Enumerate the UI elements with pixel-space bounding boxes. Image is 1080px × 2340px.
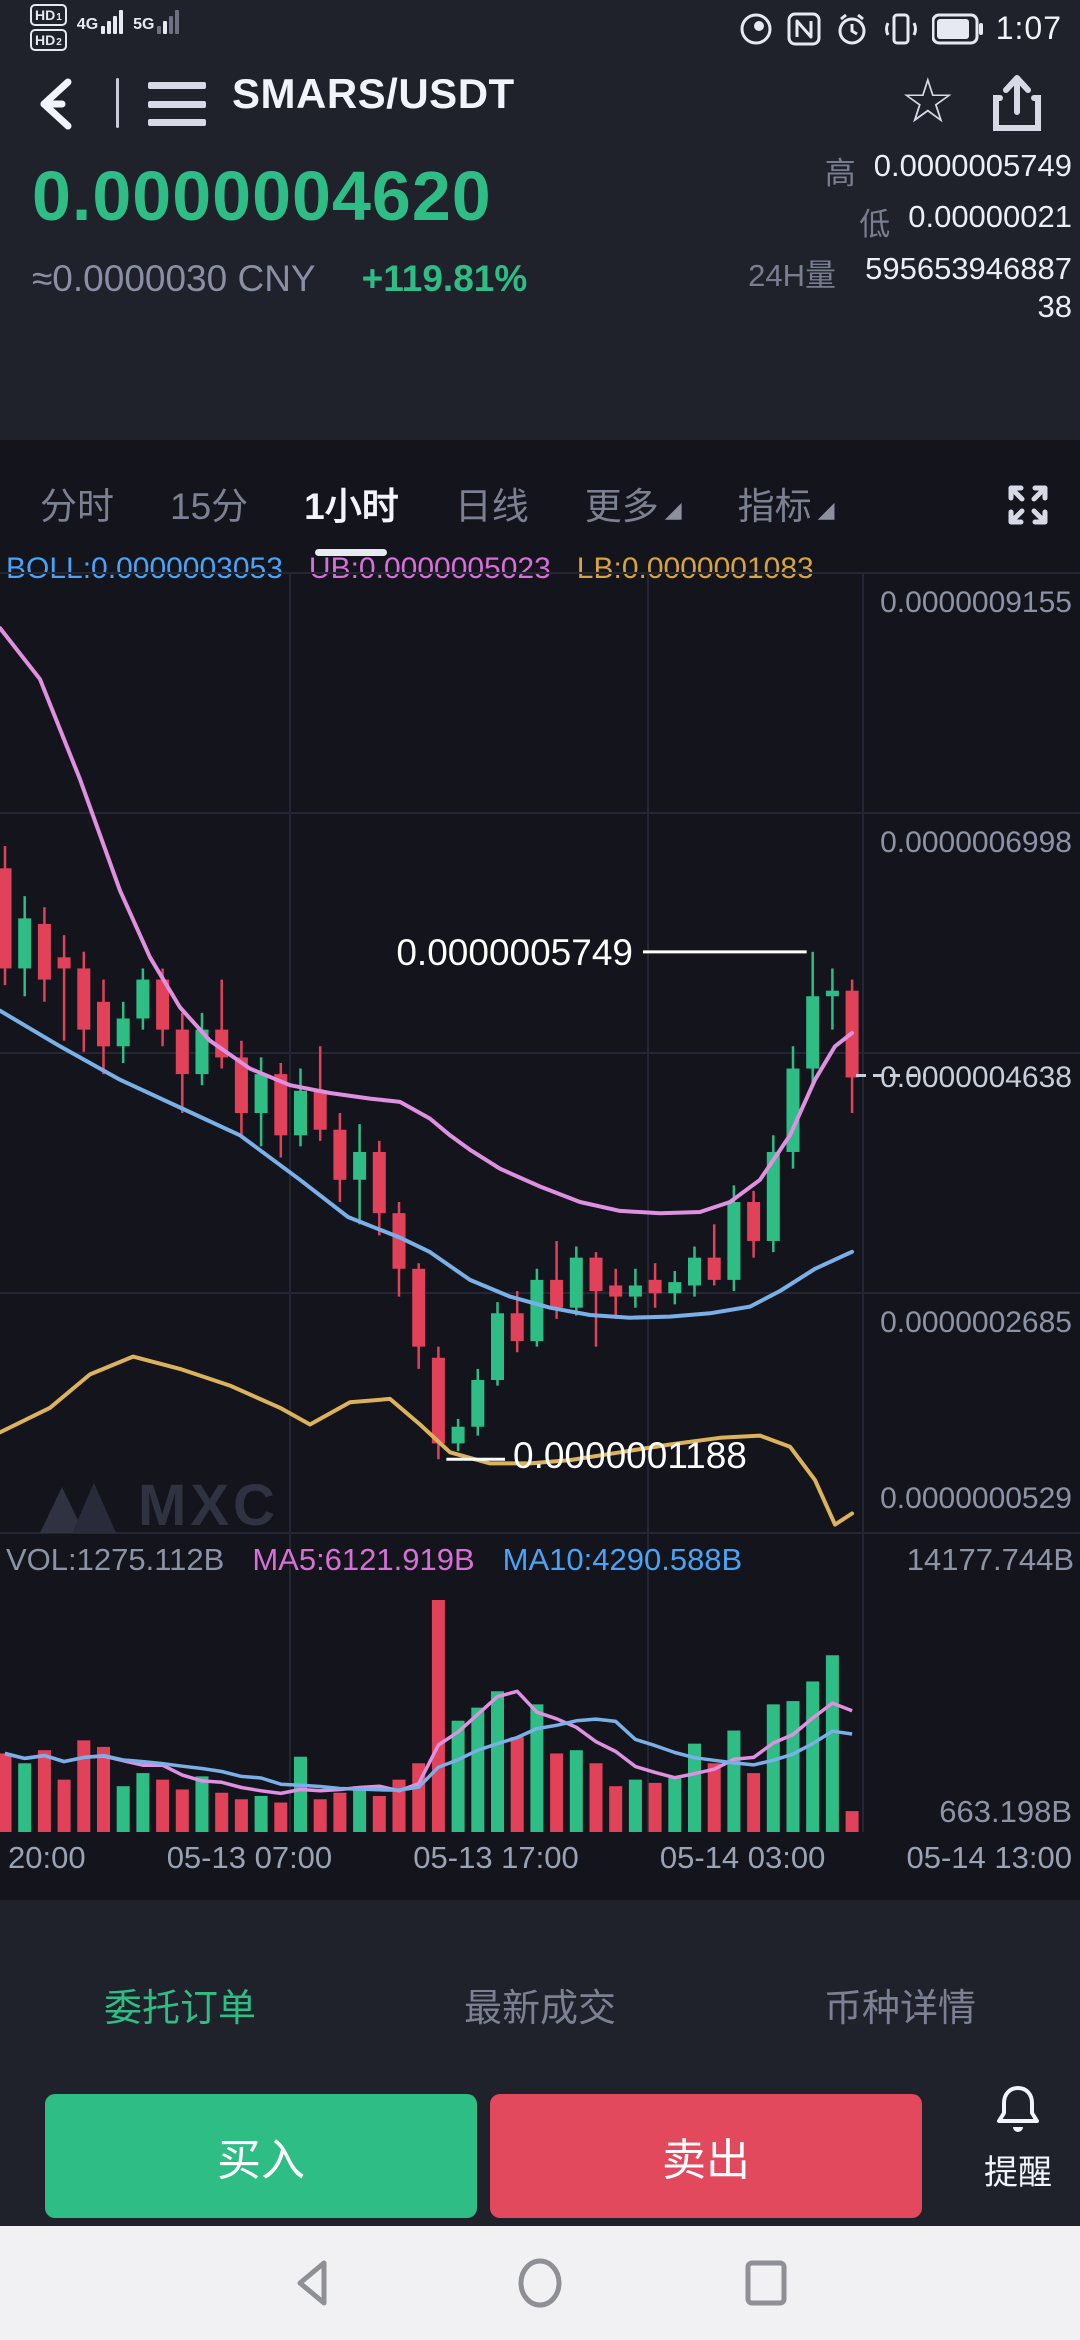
price-sub-row: ≈0.0000030 CNY +119.81% [32, 258, 527, 300]
candlestick-chart[interactable]: 0.0000009155 0.0000006998 0.0000002685 0… [0, 560, 1080, 1880]
y-axis-label-1: 0.0000009155 [880, 586, 1072, 619]
high-annotation: 0.0000005749 [396, 932, 633, 973]
hd2-badge: HD 2 [30, 29, 67, 51]
low-row: 低 0.00000021 [652, 199, 1072, 244]
x-label-3: 05-13 17:00 [413, 1840, 579, 1875]
dropdown-triangle-icon: ◢ [664, 497, 682, 522]
interval-tabs: 分时 15分 1小时 日线 更多 ◢ 指标 ◢ [0, 455, 1080, 556]
eye-comfort-icon [740, 13, 772, 44]
nav-back-icon[interactable] [286, 2255, 342, 2311]
current-price-label: 0.0000004638 [880, 1061, 1072, 1094]
boll-lb-label: LB:0.0000001083 [576, 552, 814, 585]
high-label: 高 [824, 156, 856, 191]
fullscreen-icon[interactable] [1002, 479, 1054, 531]
pair-title: SMARS/USDT [232, 70, 515, 117]
header-divider [116, 78, 119, 128]
buy-button[interactable]: 买入 [45, 2094, 477, 2218]
back-button[interactable] [28, 72, 92, 136]
status-left-cluster: HD 1 HD 2 4G 5G [30, 4, 180, 51]
status-right-cluster: 1:07 [738, 10, 1062, 47]
high-value: 0.0000005749 [873, 148, 1072, 183]
mxc-watermark: MXC [38, 1472, 279, 1539]
y-axis-label-3: 0.0000002685 [880, 1306, 1072, 1339]
y-axis-label-2: 0.0000006998 [880, 826, 1072, 859]
tab-daily[interactable]: 日线 [454, 486, 529, 527]
hd-badges: HD 1 HD 2 [30, 4, 67, 51]
trade-action-bar: 买入 卖出 提醒 [0, 2060, 1080, 2226]
tab-timeshare[interactable]: 分时 [40, 486, 114, 527]
vibrate-icon [884, 13, 917, 44]
battery-icon [931, 13, 983, 44]
y-axis-label-4: 0.0000000529 [880, 1482, 1072, 1515]
nfc-icon [787, 12, 821, 45]
vol-ma10-label: MA10:4290.588B [502, 1542, 743, 1577]
volume-label: 24H量 [748, 258, 836, 293]
low-annotation: 0.0000001188 [513, 1435, 747, 1476]
low-value: 0.00000021 [908, 199, 1072, 234]
signal-bars-icon [101, 8, 124, 34]
x-axis-labels: 20:00 05-13 07:00 05-13 17:00 05-14 03:0… [0, 1840, 1080, 1876]
bottom-tab-bar: 委托订单 最新成交 币种详情 [0, 1962, 1080, 2046]
vol-axis-max: 14177.744B [906, 1542, 1074, 1577]
price-alert-button[interactable]: 提醒 [978, 2082, 1058, 2194]
mxc-logo-icon [40, 1482, 116, 1533]
clock-time: 1:07 [995, 10, 1062, 46]
fiat-approx: ≈0.0000030 CNY [32, 258, 316, 299]
vol-ma5-label: MA5:6121.919B [252, 1542, 475, 1577]
watermark-text: MXC [138, 1473, 279, 1538]
tab-latest-trades[interactable]: 最新成交 [463, 1987, 616, 2030]
alarm-icon [838, 13, 866, 44]
chart-background [0, 440, 1080, 1900]
low-label: 低 [859, 207, 891, 242]
last-price: 0.0000004620 [32, 157, 492, 235]
signal-5g: 5G [133, 8, 180, 34]
active-tab-underline [315, 549, 388, 556]
sell-button[interactable]: 卖出 [490, 2094, 922, 2218]
favorite-star-icon[interactable]: ☆ [900, 67, 956, 136]
status-bar: HD 1 HD 2 4G 5G 1:07 [0, 0, 1080, 56]
vol-label: VOL:1275.112B [6, 1542, 225, 1577]
nav-home-icon[interactable] [512, 2255, 568, 2311]
boll-indicator-row: BOLL:0.0000003053 UB:0.0000005023 LB:0.0… [6, 552, 814, 586]
tab-coin-details[interactable]: 币种详情 [823, 1987, 976, 2030]
tab-indicator[interactable]: 指标 ◢ [737, 486, 835, 527]
share-icon[interactable] [988, 72, 1046, 134]
boll-ub-label: UB:0.0000005023 [308, 552, 551, 585]
high-row: 高 0.0000005749 [652, 148, 1072, 193]
x-label-1: 20:00 [8, 1840, 86, 1875]
tab-more[interactable]: 更多 ◢ [584, 486, 682, 527]
change-percent: +119.81% [361, 258, 528, 299]
hd1-badge: HD 1 [30, 4, 67, 26]
header: SMARS/USDT ☆ [0, 56, 1080, 148]
tab-15min[interactable]: 15分 [170, 486, 249, 527]
android-nav-bar [0, 2226, 1080, 2340]
menu-button[interactable] [148, 82, 206, 126]
stats-column: 高 0.0000005749 低 0.00000021 24H量 5956539… [652, 148, 1072, 332]
alert-label: 提醒 [984, 2154, 1052, 2192]
volume-indicator-row: VOL:1275.112B MA5:6121.919B MA10:4290.58… [6, 1542, 1074, 1578]
tab-1hour[interactable]: 1小时 [304, 476, 399, 556]
vol-axis-min: 663.198B [939, 1794, 1072, 1829]
dropdown-triangle-icon: ◢ [817, 497, 835, 522]
volume-row: 24H量 59565394688738 [652, 250, 1072, 326]
nav-recents-icon[interactable] [738, 2255, 794, 2311]
signal-bars-2-icon [157, 8, 180, 34]
bell-icon [997, 2086, 1039, 2132]
volume-value: 59565394688738 [865, 251, 1072, 324]
boll-mid-label: BOLL:0.0000003053 [6, 552, 283, 585]
x-label-2: 05-13 07:00 [166, 1840, 333, 1875]
ticker-panel: 0.0000004620 ≈0.0000030 CNY +119.81% 高 0… [0, 148, 1080, 344]
x-label-5: 05-14 13:00 [906, 1840, 1072, 1875]
x-label-4: 05-14 03:00 [659, 1840, 826, 1875]
signal-4g: 4G [77, 8, 124, 34]
tab-open-orders[interactable]: 委托订单 [103, 1987, 256, 2030]
